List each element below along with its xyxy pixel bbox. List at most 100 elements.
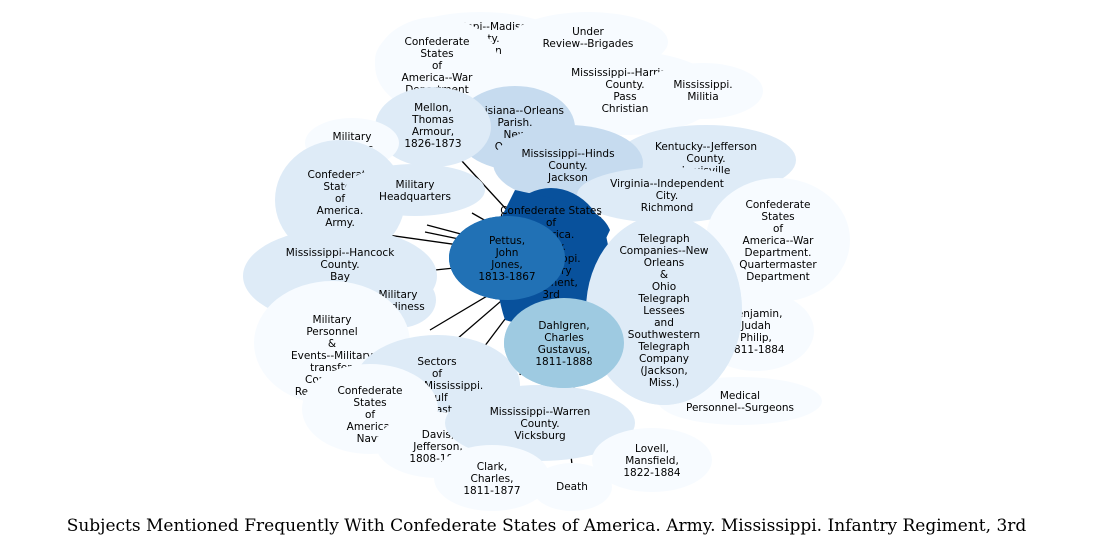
node-label-line: Militia	[687, 91, 718, 103]
node-bubble	[706, 178, 850, 302]
node-label-line: Military	[313, 314, 352, 326]
dahlgren-label-line: Charles	[544, 332, 584, 344]
node-label-line: Parish.	[498, 117, 533, 129]
node-label-line: Vicksburg	[514, 430, 565, 442]
node-lovell: Lovell, Mansfield, 1822-1884	[592, 428, 712, 492]
node-label-line: America.	[317, 205, 364, 217]
dahlgren-label: Dahlgren, Charles Gustavus, 1811-1888	[535, 320, 592, 368]
node-bubble	[375, 17, 499, 113]
node-label-line: Army.	[325, 217, 355, 229]
node-mellon: Mellon, Thomas Armour, 1826-1873	[375, 87, 491, 167]
telegraph-label-line: Companies--New	[619, 245, 708, 257]
node-label-line: Virginia--Independent	[610, 178, 724, 190]
node-label: Davis, Jefferson, 1808-1889	[409, 429, 466, 465]
node-label-line: Department	[746, 271, 810, 283]
node-label-line: Mellon,	[414, 102, 452, 114]
node-label-line: Mississippi--Hancock	[286, 247, 395, 259]
node-military-headquarters: Military Headquarters	[345, 164, 485, 216]
node-label-line: Under	[572, 26, 604, 38]
node-label-line: Thomas	[411, 114, 454, 126]
node-label-line: Military	[396, 179, 435, 191]
node-label-line: Department.	[745, 247, 812, 259]
node-label: Under Review--Brigades	[543, 26, 634, 50]
node-bubble	[375, 87, 491, 167]
node-label: Clark, Charles, 1811-1877	[463, 461, 520, 497]
node-label-line: &	[328, 338, 336, 350]
node-bubble	[592, 428, 712, 492]
node-label: Lovell, Mansfield, 1822-1884	[623, 443, 681, 479]
node-label: Benjamin, Judah Philip, 1811-1884	[727, 308, 785, 356]
telegraph-label-line: (Jackson,	[640, 365, 687, 377]
pettus-label-line: Pettus,	[489, 235, 525, 247]
node-label-line: States	[353, 397, 386, 409]
node-label-line: Mississippi--Hinds	[521, 148, 614, 160]
node-virginia-richmond: Virginia--Independent City. Richmond	[577, 167, 757, 223]
node-label-line: Medical	[720, 390, 760, 402]
node-label-line: America--War	[402, 72, 474, 84]
dahlgren-label-line: Gustavus,	[538, 344, 591, 356]
node-label-line: Confederate	[745, 199, 810, 211]
node-label-line: Mississippi--Harrison	[571, 67, 679, 79]
node-label-line: of	[773, 223, 783, 235]
node-label-line: Mississippi.	[673, 79, 732, 91]
node-label-line: Richmond	[641, 202, 694, 214]
hub-label-line: 3rd	[542, 289, 559, 301]
node-label-line: Headquarters	[379, 191, 451, 203]
node-label-line: County.	[605, 79, 644, 91]
node-label: Confederate States of America. Navy	[337, 385, 402, 445]
telegraph-label-line: Telegraph	[637, 233, 689, 245]
node-label-line: America.	[347, 421, 394, 433]
dahlgren-label-line: Dahlgren,	[538, 320, 589, 332]
diagram-caption: Subjects Mentioned Frequently With Confe…	[66, 516, 1027, 536]
telegraph-label-line: and	[654, 317, 674, 329]
node-label-line: Philip,	[740, 332, 772, 344]
node-label-line: Clark,	[477, 461, 507, 473]
node-label-line: 1826-1873	[404, 138, 461, 150]
node-label-line: Quartermaster	[739, 259, 817, 271]
node-label: Mellon, Thomas Armour, 1826-1873	[404, 102, 461, 150]
hub-label-line: of	[546, 217, 556, 229]
node-label-line: Sectors	[417, 356, 456, 368]
node-bubble	[445, 385, 635, 461]
node-label-line: of	[432, 368, 442, 380]
node-layer: Mississippi--MadisonCounty.MadisonUnderR…	[243, 12, 850, 511]
node-mississippi-militia: Mississippi. Militia	[643, 63, 763, 119]
node-label-line: Review--Brigades	[543, 38, 634, 50]
node-label: Mississippi--Hinds County. Jackson	[521, 148, 614, 184]
node-label-line: Lovell,	[635, 443, 669, 455]
telegraph-label-line: &	[660, 269, 668, 281]
node-label-line: Davis,	[422, 429, 454, 441]
node-label: Mississippi--Warren County. Vicksburg	[490, 406, 591, 442]
node-label: Military Headquarters	[379, 179, 451, 203]
node-label-line: Jackson	[547, 172, 588, 184]
node-label-line: Benjamin,	[730, 308, 783, 320]
node-label-line: Military	[379, 289, 418, 301]
node-confederate-quartermaster: Confederate States of America--War Departmen…	[706, 178, 850, 302]
node-label-line: Mansfield,	[625, 455, 679, 467]
node-label-line: 1811-1877	[463, 485, 520, 497]
node-label-line: Personnel--Surgeons	[686, 402, 794, 414]
node-bubble	[577, 167, 757, 223]
pettus-label: Pettus, John Jones, 1813-1867	[478, 235, 535, 283]
node-label-line: Events--Military	[291, 350, 373, 362]
node-label-line: Jefferson,	[412, 441, 462, 453]
telegraph-label: Telegraph Companies--New Orleans & Ohio Teleg…	[619, 233, 708, 389]
node-label-line: of	[432, 60, 442, 72]
node-label-line: Louisiana--Orleans	[466, 105, 564, 117]
node-label: Mississippi. Militia	[673, 79, 732, 103]
node-label-line: Pass	[613, 91, 636, 103]
node-label: Death	[556, 481, 588, 493]
telegraph-label-line: Telegraph	[637, 293, 689, 305]
node-label-line: Death	[556, 481, 588, 493]
node-label-line: Confederate	[337, 385, 402, 397]
node-death: Death	[532, 463, 612, 511]
telegraph-label-line: Orleans	[644, 257, 685, 269]
node-label-line: of	[365, 409, 375, 421]
telegraph-bubble	[586, 215, 742, 405]
node-label-line: Kentucky--Jefferson	[655, 141, 757, 153]
node-bubble	[345, 164, 485, 216]
node-label-line: County.	[320, 259, 359, 271]
node-label-line: States	[761, 211, 794, 223]
node-bubble	[434, 445, 550, 511]
